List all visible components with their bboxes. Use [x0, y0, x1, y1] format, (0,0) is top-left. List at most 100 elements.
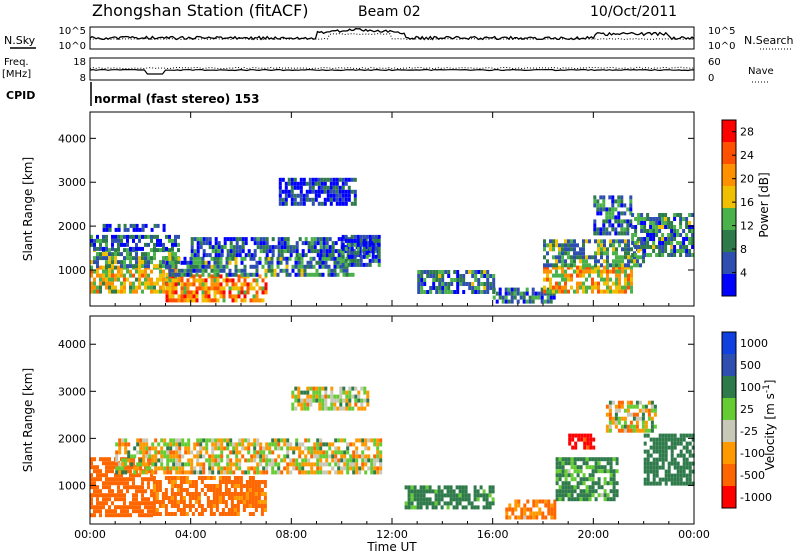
velocity-cell — [176, 476, 180, 480]
power-cell — [633, 259, 636, 264]
nave-trace — [89, 66, 695, 70]
power-cell — [219, 290, 223, 295]
power-cell — [543, 299, 547, 304]
power-cell — [174, 269, 177, 274]
power-cell — [111, 252, 114, 257]
velocity-cell — [310, 462, 314, 467]
velocity-cell — [337, 446, 341, 451]
power-cell — [486, 290, 490, 294]
power-cell — [286, 241, 290, 246]
power-cell — [232, 245, 236, 250]
velocity-cell — [319, 458, 323, 463]
velocity-cell — [650, 408, 654, 413]
velocity-cell — [673, 441, 677, 446]
velocity-cell — [108, 489, 111, 494]
velocity-cell — [260, 500, 264, 504]
velocity-cell — [653, 408, 657, 413]
velocity-cell — [111, 481, 114, 486]
velocity-cell — [652, 481, 656, 486]
velocity-cell — [337, 466, 341, 471]
velocity-cell — [151, 458, 155, 463]
velocity-cell — [298, 454, 302, 459]
power-cell — [555, 285, 558, 290]
velocity-cell — [205, 438, 209, 443]
power-cell — [207, 298, 211, 303]
power-cell — [323, 189, 327, 194]
velocity-cell — [298, 442, 302, 447]
velocity-cell — [132, 505, 135, 510]
velocity-cell — [345, 406, 349, 411]
cpid-label: CPID — [6, 89, 35, 102]
velocity-cell — [144, 501, 147, 506]
velocity-cell — [114, 509, 117, 514]
velocity-cell — [685, 441, 689, 446]
power-cell — [165, 282, 169, 287]
velocity-cell — [303, 402, 307, 407]
velocity-cell — [301, 458, 305, 463]
velocity-cell — [238, 450, 242, 455]
power-cell — [193, 253, 197, 258]
power-cell — [174, 264, 178, 269]
velocity-cell — [357, 398, 361, 403]
velocity-cell — [145, 470, 149, 475]
velocity-cell — [105, 501, 108, 506]
power-cell — [543, 265, 546, 270]
power-cell — [652, 245, 656, 249]
velocity-cell — [123, 505, 126, 510]
velocity-cell — [328, 442, 332, 447]
power-cell — [582, 265, 585, 270]
velocity-cell — [561, 457, 565, 462]
power-cell — [353, 193, 357, 198]
power-cell — [561, 251, 564, 256]
velocity-cell — [250, 458, 254, 463]
power-cell — [543, 289, 546, 294]
power-cell — [144, 252, 147, 257]
power-cell — [295, 253, 299, 258]
power-cell — [108, 285, 111, 290]
velocity-cell — [155, 480, 159, 484]
velocity-cell — [425, 489, 429, 494]
power-cell — [609, 239, 612, 244]
velocity-cell — [667, 477, 671, 482]
velocity-cell — [129, 473, 132, 478]
velocity-cell — [316, 458, 320, 463]
power-cell — [456, 274, 460, 278]
velocity-cell — [93, 465, 96, 470]
velocity-cell — [550, 507, 554, 512]
power-cell — [261, 278, 265, 283]
velocity-cell — [301, 450, 305, 455]
power-cell — [627, 255, 630, 260]
power-cell — [207, 264, 211, 269]
velocity-cell — [373, 438, 377, 443]
power-cell — [344, 234, 348, 239]
velocity-cell — [579, 497, 583, 502]
power-cell — [325, 241, 329, 246]
velocity-cell — [217, 470, 221, 475]
velocity-cell — [124, 470, 128, 475]
velocity-cell — [655, 469, 659, 474]
velocity-cell — [102, 485, 105, 490]
power-cell — [195, 286, 199, 291]
power-cell — [582, 285, 585, 290]
velocity-cell — [646, 473, 650, 478]
power-cell — [259, 245, 263, 250]
velocity-cell — [327, 406, 331, 411]
velocity-cell — [597, 477, 601, 482]
velocity-cell — [115, 466, 119, 471]
velocity-cell — [339, 402, 343, 407]
power-cell — [252, 286, 256, 291]
power-cell — [612, 263, 615, 268]
power-cell — [447, 286, 451, 290]
power-cell — [141, 234, 144, 239]
velocity-cell — [407, 489, 411, 494]
velocity-cell — [334, 454, 338, 459]
power-cell — [691, 253, 695, 257]
velocity-cell — [292, 462, 296, 467]
power-cell — [153, 242, 156, 247]
power-cell — [219, 260, 223, 265]
velocity-cell — [194, 500, 198, 504]
velocity-cell — [200, 508, 204, 512]
power-cell — [177, 260, 180, 265]
velocity-cell — [120, 513, 123, 518]
nave-tick-bottom: 0 — [708, 73, 714, 84]
